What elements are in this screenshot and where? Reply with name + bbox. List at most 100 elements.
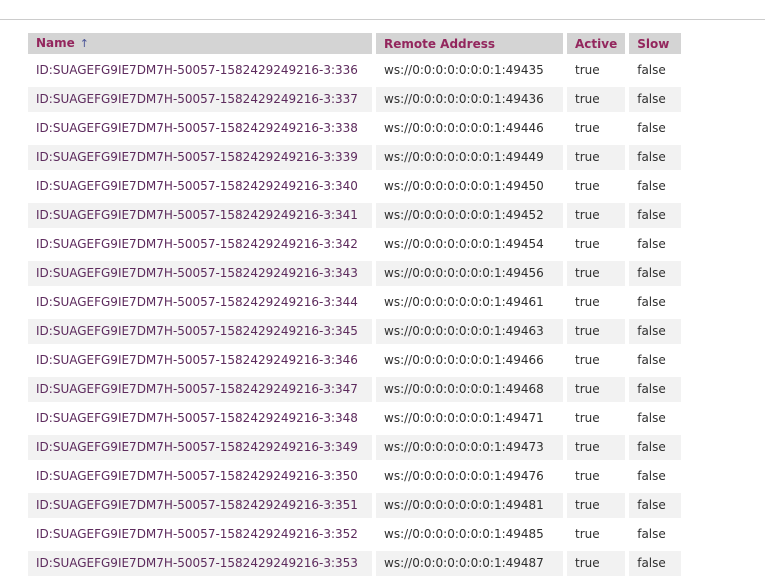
slow-value: false [629,435,682,460]
connection-name-link[interactable]: ID:SUAGEFG9IE7DM7H-50057-1582429249216-3… [28,406,372,431]
table-row: ID:SUAGEFG9IE7DM7H-50057-1582429249216-3… [28,464,682,489]
remote-address-value: ws://0:0:0:0:0:0:0:1:49481 [376,493,563,518]
table-row: ID:SUAGEFG9IE7DM7H-50057-1582429249216-3… [28,377,682,402]
remote-address-value: ws://0:0:0:0:0:0:0:1:49487 [376,551,563,576]
connection-name-link[interactable]: ID:SUAGEFG9IE7DM7H-50057-1582429249216-3… [28,435,372,460]
remote-address-value: ws://0:0:0:0:0:0:0:1:49471 [376,406,563,431]
slow-value: false [629,290,682,315]
table-row: ID:SUAGEFG9IE7DM7H-50057-1582429249216-3… [28,493,682,518]
active-value: true [567,377,626,402]
slow-value: false [629,377,682,402]
remote-address-value: ws://0:0:0:0:0:0:0:1:49456 [376,261,563,286]
table-row: ID:SUAGEFG9IE7DM7H-50057-1582429249216-3… [28,232,682,257]
remote-address-value: ws://0:0:0:0:0:0:0:1:49466 [376,348,563,373]
remote-address-value: ws://0:0:0:0:0:0:0:1:49485 [376,522,563,547]
connection-name-link[interactable]: ID:SUAGEFG9IE7DM7H-50057-1582429249216-3… [28,348,372,373]
active-value: true [567,232,626,257]
slow-value: false [629,203,682,228]
remote-address-value: ws://0:0:0:0:0:0:0:1:49463 [376,319,563,344]
connection-name-link[interactable]: ID:SUAGEFG9IE7DM7H-50057-1582429249216-3… [28,319,372,344]
slow-value: false [629,232,682,257]
connection-name-link[interactable]: ID:SUAGEFG9IE7DM7H-50057-1582429249216-3… [28,145,372,170]
slow-value: false [629,406,682,431]
column-header-slow[interactable]: Slow [629,33,682,54]
slow-value: false [629,58,682,83]
slow-value: false [629,464,682,489]
table-row: ID:SUAGEFG9IE7DM7H-50057-1582429249216-3… [28,261,682,286]
active-value: true [567,58,626,83]
active-value: true [567,116,626,141]
connection-name-link[interactable]: ID:SUAGEFG9IE7DM7H-50057-1582429249216-3… [28,493,372,518]
remote-address-value: ws://0:0:0:0:0:0:0:1:49449 [376,145,563,170]
remote-address-value: ws://0:0:0:0:0:0:0:1:49446 [376,116,563,141]
connection-name-link[interactable]: ID:SUAGEFG9IE7DM7H-50057-1582429249216-3… [28,58,372,83]
active-value: true [567,261,626,286]
active-value: true [567,522,626,547]
connection-name-link[interactable]: ID:SUAGEFG9IE7DM7H-50057-1582429249216-3… [28,377,372,402]
active-value: true [567,406,626,431]
active-value: true [567,319,626,344]
table-row: ID:SUAGEFG9IE7DM7H-50057-1582429249216-3… [28,87,682,112]
column-header-name[interactable]: Name ↑ [28,33,372,54]
table-row: ID:SUAGEFG9IE7DM7H-50057-1582429249216-3… [28,522,682,547]
active-value: true [567,348,626,373]
remote-address-value: ws://0:0:0:0:0:0:0:1:49436 [376,87,563,112]
table-row: ID:SUAGEFG9IE7DM7H-50057-1582429249216-3… [28,348,682,373]
slow-value: false [629,261,682,286]
table-row: ID:SUAGEFG9IE7DM7H-50057-1582429249216-3… [28,551,682,576]
slow-value: false [629,145,682,170]
connection-name-link[interactable]: ID:SUAGEFG9IE7DM7H-50057-1582429249216-3… [28,522,372,547]
connection-name-link[interactable]: ID:SUAGEFG9IE7DM7H-50057-1582429249216-3… [28,232,372,257]
active-value: true [567,87,626,112]
table-body: ID:SUAGEFG9IE7DM7H-50057-1582429249216-3… [28,58,682,576]
active-value: true [567,290,626,315]
table-row: ID:SUAGEFG9IE7DM7H-50057-1582429249216-3… [28,203,682,228]
connection-name-link[interactable]: ID:SUAGEFG9IE7DM7H-50057-1582429249216-3… [28,551,372,576]
remote-address-value: ws://0:0:0:0:0:0:0:1:49435 [376,58,563,83]
connection-name-link[interactable]: ID:SUAGEFG9IE7DM7H-50057-1582429249216-3… [28,290,372,315]
column-header-active[interactable]: Active [567,33,626,54]
top-whitespace [0,0,765,19]
column-header-active-label: Active [575,36,618,51]
connection-name-link[interactable]: ID:SUAGEFG9IE7DM7H-50057-1582429249216-3… [28,261,372,286]
connection-name-link[interactable]: ID:SUAGEFG9IE7DM7H-50057-1582429249216-3… [28,464,372,489]
active-value: true [567,551,626,576]
remote-address-value: ws://0:0:0:0:0:0:0:1:49473 [376,435,563,460]
slow-value: false [629,493,682,518]
connection-name-link[interactable]: ID:SUAGEFG9IE7DM7H-50057-1582429249216-3… [28,87,372,112]
table-row: ID:SUAGEFG9IE7DM7H-50057-1582429249216-3… [28,116,682,141]
connection-name-link[interactable]: ID:SUAGEFG9IE7DM7H-50057-1582429249216-3… [28,203,372,228]
table-header: Name ↑ Remote Address Active Slow [28,33,682,54]
remote-address-value: ws://0:0:0:0:0:0:0:1:49450 [376,174,563,199]
table-row: ID:SUAGEFG9IE7DM7H-50057-1582429249216-3… [28,435,682,460]
connection-name-link[interactable]: ID:SUAGEFG9IE7DM7H-50057-1582429249216-3… [28,116,372,141]
active-value: true [567,174,626,199]
table-row: ID:SUAGEFG9IE7DM7H-50057-1582429249216-3… [28,319,682,344]
column-header-remote-address-label: Remote Address [384,36,495,51]
active-value: true [567,145,626,170]
slow-value: false [629,116,682,141]
horizontal-divider [0,19,765,20]
connection-name-link[interactable]: ID:SUAGEFG9IE7DM7H-50057-1582429249216-3… [28,174,372,199]
connections-table: Name ↑ Remote Address Active Slow ID:SUAG… [24,29,685,580]
column-header-remote-address[interactable]: Remote Address [376,33,563,54]
header-row: Name ↑ Remote Address Active Slow [28,33,682,54]
table-row: ID:SUAGEFG9IE7DM7H-50057-1582429249216-3… [28,145,682,170]
table-row: ID:SUAGEFG9IE7DM7H-50057-1582429249216-3… [28,290,682,315]
column-header-slow-label: Slow [637,36,670,51]
remote-address-value: ws://0:0:0:0:0:0:0:1:49468 [376,377,563,402]
remote-address-value: ws://0:0:0:0:0:0:0:1:49461 [376,290,563,315]
slow-value: false [629,522,682,547]
table-row: ID:SUAGEFG9IE7DM7H-50057-1582429249216-3… [28,174,682,199]
active-value: true [567,435,626,460]
active-value: true [567,464,626,489]
remote-address-value: ws://0:0:0:0:0:0:0:1:49452 [376,203,563,228]
slow-value: false [629,319,682,344]
column-header-name-label: Name [36,36,75,50]
slow-value: false [629,174,682,199]
table-row: ID:SUAGEFG9IE7DM7H-50057-1582429249216-3… [28,58,682,83]
slow-value: false [629,348,682,373]
slow-value: false [629,551,682,576]
sort-ascending-icon: ↑ [79,37,90,50]
active-value: true [567,203,626,228]
